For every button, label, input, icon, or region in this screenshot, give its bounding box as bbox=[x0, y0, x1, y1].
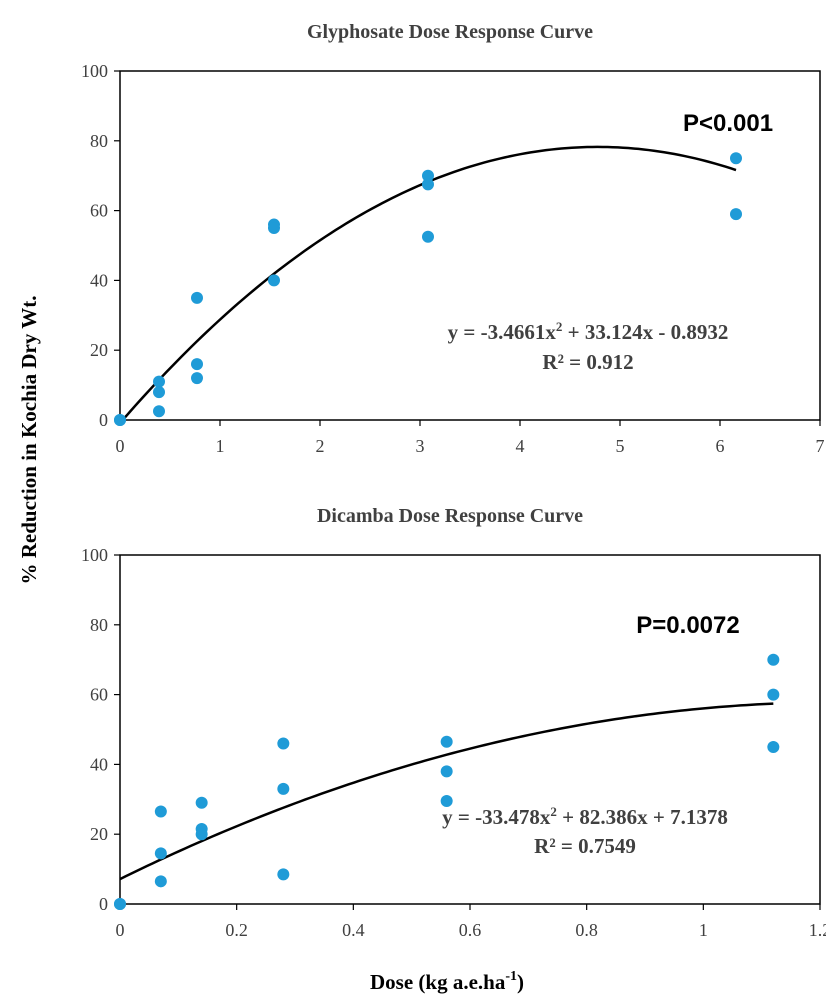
dicamba-chart-title: Dicamba Dose Response Curve bbox=[317, 505, 583, 527]
glyphosate-points bbox=[114, 152, 742, 426]
glyphosate-x-tick-label: 0 bbox=[116, 436, 125, 456]
x-axis-label: Dose (kg a.e.ha-1) bbox=[370, 969, 524, 994]
dicamba-y-tick-label: 40 bbox=[90, 754, 108, 774]
glyphosate-x-tick-label: 2 bbox=[316, 436, 325, 456]
glyphosate-data-point bbox=[191, 292, 203, 304]
dicamba-trendline bbox=[120, 704, 773, 879]
dicamba-p-value: P=0.0072 bbox=[636, 612, 739, 639]
dicamba-data-point bbox=[767, 741, 779, 753]
dicamba-data-point bbox=[155, 847, 167, 859]
glyphosate-x-tick-label: 1 bbox=[216, 436, 225, 456]
dicamba-x-tick-label: 0 bbox=[116, 920, 125, 940]
glyphosate-chart: Glyphosate Dose Response Curve 020406080… bbox=[81, 21, 825, 456]
dicamba-y-ticks: 0 20 40 60 80 100 bbox=[81, 545, 120, 914]
glyphosate-data-point bbox=[191, 372, 203, 384]
dicamba-y-tick-label: 60 bbox=[90, 685, 108, 705]
glyphosate-x-tick-label: 5 bbox=[616, 436, 625, 456]
dicamba-x-tick-label: 0.2 bbox=[225, 920, 248, 940]
glyphosate-data-point bbox=[422, 178, 434, 190]
dicamba-x-ticks: 0 0.2 0.4 0.6 0.8 1 1.2 bbox=[116, 904, 826, 940]
dicamba-x-tick-label: 0.8 bbox=[575, 920, 598, 940]
dicamba-points bbox=[114, 654, 779, 910]
glyphosate-y-tick-label: 80 bbox=[90, 131, 108, 151]
glyphosate-y-tick-label: 100 bbox=[81, 61, 108, 81]
dicamba-r2: R² = 0.7549 bbox=[534, 834, 636, 858]
glyphosate-chart-title: Glyphosate Dose Response Curve bbox=[307, 21, 593, 43]
dicamba-chart: Dicamba Dose Response Curve 020406080100… bbox=[81, 505, 826, 940]
dicamba-data-point bbox=[441, 736, 453, 748]
glyphosate-p-value: P<0.001 bbox=[683, 110, 773, 137]
glyphosate-x-tick-label: 7 bbox=[816, 436, 825, 456]
glyphosate-data-point bbox=[422, 231, 434, 243]
dicamba-x-tick-label: 1.2 bbox=[809, 920, 826, 940]
dicamba-plot-area bbox=[120, 555, 820, 904]
glyphosate-data-point bbox=[268, 274, 280, 286]
dicamba-y-tick-label: 80 bbox=[90, 615, 108, 635]
dicamba-x-tick-label: 1 bbox=[699, 920, 708, 940]
glyphosate-equation: y = -3.4661x2 + 33.124x - 0.8932 bbox=[448, 319, 729, 344]
glyphosate-data-point bbox=[730, 208, 742, 220]
glyphosate-y-tick-label: 60 bbox=[90, 201, 108, 221]
glyphosate-data-point bbox=[114, 414, 126, 426]
glyphosate-y-tick-label: 40 bbox=[90, 270, 108, 290]
dicamba-data-point bbox=[277, 868, 289, 880]
dicamba-data-point bbox=[277, 783, 289, 795]
glyphosate-data-point bbox=[153, 376, 165, 388]
y-axis-label: % Reduction in Kochia Dry Wt. bbox=[17, 296, 41, 585]
glyphosate-y-ticks: 0 20 40 60 80 100 bbox=[81, 61, 120, 430]
glyphosate-data-point bbox=[153, 405, 165, 417]
glyphosate-y-tick-label: 20 bbox=[90, 340, 108, 360]
dicamba-data-point bbox=[155, 806, 167, 818]
dicamba-y-tick-label: 0 bbox=[99, 894, 108, 914]
glyphosate-data-point bbox=[153, 386, 165, 398]
glyphosate-data-point bbox=[268, 222, 280, 234]
glyphosate-x-tick-label: 4 bbox=[516, 436, 525, 456]
glyphosate-x-tick-label: 6 bbox=[716, 436, 725, 456]
dicamba-x-tick-label: 0.4 bbox=[342, 920, 365, 940]
dicamba-y-tick-label: 20 bbox=[90, 824, 108, 844]
glyphosate-data-point bbox=[730, 152, 742, 164]
dicamba-data-point bbox=[114, 898, 126, 910]
dicamba-data-point bbox=[277, 737, 289, 749]
dicamba-data-point bbox=[767, 689, 779, 701]
dicamba-equation: y = -33.478x2 + 82.386x + 7.1378 bbox=[442, 804, 728, 829]
glyphosate-data-point bbox=[191, 358, 203, 370]
dicamba-data-point bbox=[441, 765, 453, 777]
glyphosate-r2: R² = 0.912 bbox=[542, 350, 633, 374]
dicamba-x-tick-label: 0.6 bbox=[459, 920, 482, 940]
glyphosate-x-ticks: 0 1 2 3 4 5 6 7 bbox=[116, 420, 825, 456]
dicamba-data-point bbox=[155, 875, 167, 887]
glyphosate-y-tick-label: 0 bbox=[99, 410, 108, 430]
dicamba-data-point bbox=[196, 797, 208, 809]
dicamba-data-point bbox=[196, 828, 208, 840]
dicamba-data-point bbox=[767, 654, 779, 666]
glyphosate-x-tick-label: 3 bbox=[416, 436, 425, 456]
dicamba-y-tick-label: 100 bbox=[81, 545, 108, 565]
